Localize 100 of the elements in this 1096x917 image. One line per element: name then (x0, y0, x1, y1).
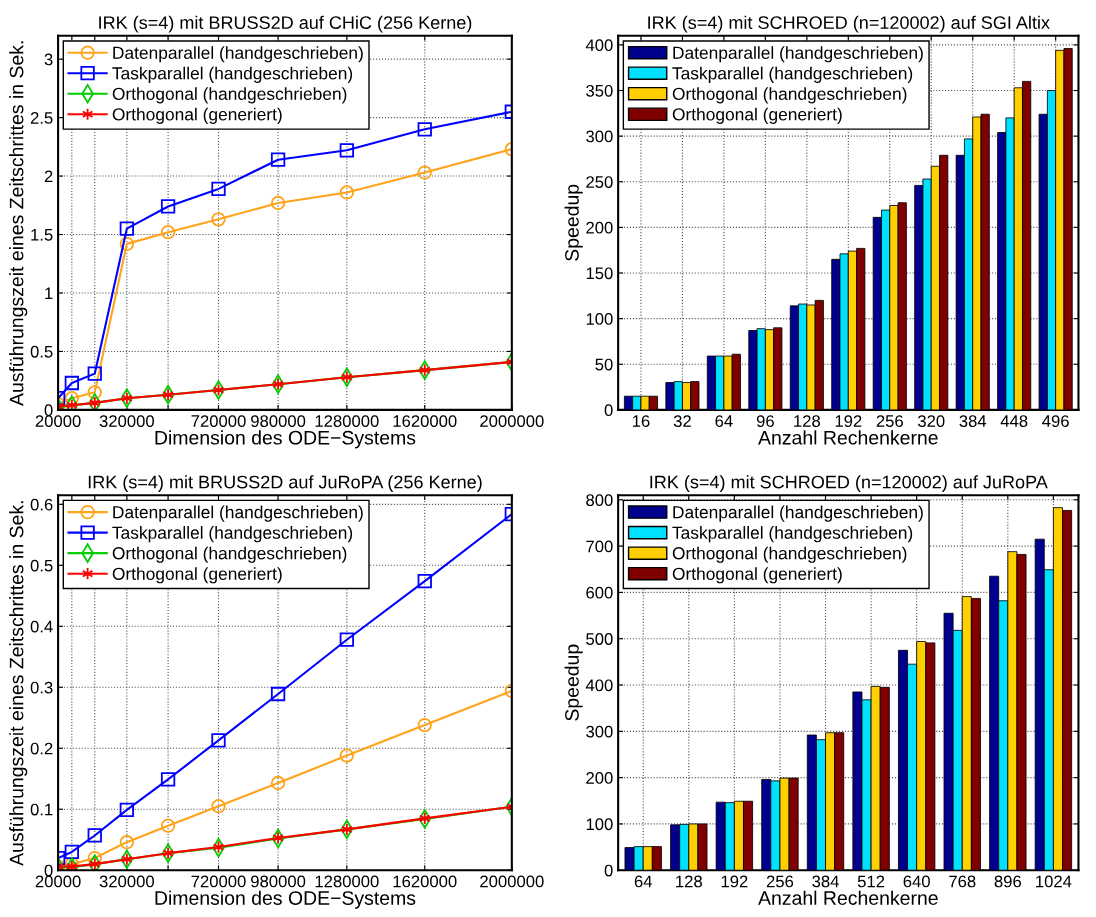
y-tick-label: 150 (586, 267, 613, 280)
x-tick-label: 32 (673, 415, 691, 427)
y-tick-label: 3 (44, 53, 53, 66)
x-tick-label: 320000 (99, 415, 154, 427)
y-tick-label: 250 (586, 176, 613, 188)
x-tick-label: 2000000 (480, 875, 544, 888)
point (270, 152, 286, 167)
x-tick-label: 96 (756, 415, 774, 427)
legend-label: Orthogonal (generiert) (112, 567, 282, 584)
x-tick-label: 20000 (35, 415, 81, 427)
x-tick-label: 720000 (191, 875, 246, 888)
x-tick-label: 320000 (99, 875, 154, 888)
point (272, 831, 284, 845)
x-axis-title: Anzahl Rechenkerne (758, 890, 938, 905)
legend-label: Orthogonal (handgeschrieben) (112, 87, 347, 104)
y-axis-title: Speedup (564, 184, 583, 261)
legend-label: Orthogonal (handgeschrieben) (112, 546, 347, 563)
x-axis-title: Anzahl Rechenkerne (758, 430, 938, 445)
x-tick-label: 128 (676, 875, 702, 888)
point (160, 772, 176, 787)
x-tick-label: 192 (721, 875, 748, 888)
point (211, 799, 226, 814)
y-tick-label: 0 (604, 404, 613, 417)
legend-label: Orthogonal (handgeschrieben) (672, 87, 907, 104)
point (417, 122, 432, 137)
y-tick-label: 2.5 (30, 112, 53, 124)
legend-label: Orthogonal (generiert) (672, 107, 842, 124)
x-tick-label: 256 (876, 415, 903, 427)
chart-title: IRK (s=4) mit BRUSS2D auf JuRoPA (256 Kerne) (88, 475, 482, 492)
y-axis-title: Ausführungszeit eines Zeitschrittes in Sek. (9, 501, 28, 866)
y-tick-label: 200 (586, 772, 613, 784)
point (339, 632, 354, 647)
legend-label: Taskparallel (handgeschrieben) (672, 526, 913, 543)
point (417, 717, 432, 733)
point (119, 802, 134, 818)
y-tick-label: 2 (44, 170, 53, 183)
x-axis-title: Dimension des ODE−Systems (155, 890, 416, 909)
x-tick-label: 2000000 (480, 415, 544, 427)
point (211, 181, 226, 197)
x-tick-label: 384 (959, 415, 987, 427)
chart-title: IRK (s=4) mit BRUSS2D auf CHiC (256 Kerne) (99, 15, 472, 33)
point (64, 844, 79, 860)
y-tick-label: 0.1 (30, 803, 53, 816)
x-axis-title: Dimension des ODE−Systems (155, 430, 416, 449)
point (341, 822, 353, 836)
legend-label: Datenparallel (handgeschrieben) (673, 505, 923, 522)
y-tick-label: 0.6 (30, 498, 53, 511)
x-tick-label: 1620000 (393, 875, 457, 888)
x-tick-label: 512 (857, 875, 885, 888)
legend-label: Orthogonal (generiert) (672, 567, 842, 584)
point (339, 143, 354, 158)
y-axis-title: Speedup (564, 644, 583, 721)
x-tick-label: 16 (632, 415, 650, 427)
y-tick-label: 0 (604, 864, 613, 877)
x-tick-label: 128 (794, 415, 821, 427)
point (417, 165, 432, 180)
chart-title: IRK (s=4) mit SCHROED (n=120002) auf JuRoPA (650, 475, 1048, 492)
x-tick-label: 896 (994, 875, 1021, 888)
x-tick-label: 192 (835, 415, 862, 427)
x-tick-label: 768 (949, 875, 976, 888)
point (64, 375, 79, 391)
y-tick-label: 600 (586, 586, 613, 599)
y-tick-label: 500 (586, 633, 613, 645)
legend-label: Datenparallel (handgeschrieben) (113, 505, 363, 522)
y-tick-label: 400 (585, 679, 613, 692)
y-tick-label: 300 (586, 725, 613, 738)
x-tick-label: 448 (1000, 415, 1028, 427)
x-tick-label: 496 (1042, 415, 1069, 427)
legend-label: Orthogonal (generiert) (112, 107, 282, 124)
x-tick-label: 980000 (251, 415, 306, 427)
legend-label: Datenparallel (handgeschrieben) (673, 46, 923, 63)
x-tick-label: 20000 (35, 875, 81, 888)
point (270, 686, 286, 702)
point (211, 733, 226, 748)
y-tick-label: 0 (44, 404, 53, 417)
point (212, 840, 225, 854)
legend-label: Datenparallel (handgeschrieben) (113, 46, 363, 63)
legend-label: Taskparallel (handgeschrieben) (112, 526, 353, 543)
y-tick-label: 350 (586, 84, 613, 97)
point (339, 185, 354, 200)
x-tick-label: 64 (715, 415, 733, 427)
y-tick-label: 1 (45, 287, 53, 300)
y-tick-label: 100 (586, 818, 613, 831)
point (87, 385, 102, 400)
legend-label: Orthogonal (handgeschrieben) (672, 546, 907, 563)
x-tick-label: 256 (766, 875, 794, 888)
point (162, 388, 174, 402)
y-axis-title: Ausführungszeit eines Zeitschrittes in Sek. (9, 41, 28, 406)
x-tick-label: 384 (812, 875, 839, 888)
point (87, 366, 102, 381)
chart-title: IRK (s=4) mit SCHROED (n=120002) auf SGI Altix (648, 15, 1050, 33)
y-tick-label: 0.5 (30, 345, 53, 358)
y-tick-label: 0.3 (30, 681, 53, 694)
x-tick-label: 1620000 (393, 415, 457, 427)
point (87, 828, 102, 843)
x-tick-label: 1280000 (315, 875, 379, 888)
y-tick-label: 0.5 (30, 559, 53, 572)
legend-label: Taskparallel (handgeschrieben) (112, 66, 353, 83)
point (419, 811, 431, 825)
y-tick-label: 0.2 (30, 742, 53, 755)
